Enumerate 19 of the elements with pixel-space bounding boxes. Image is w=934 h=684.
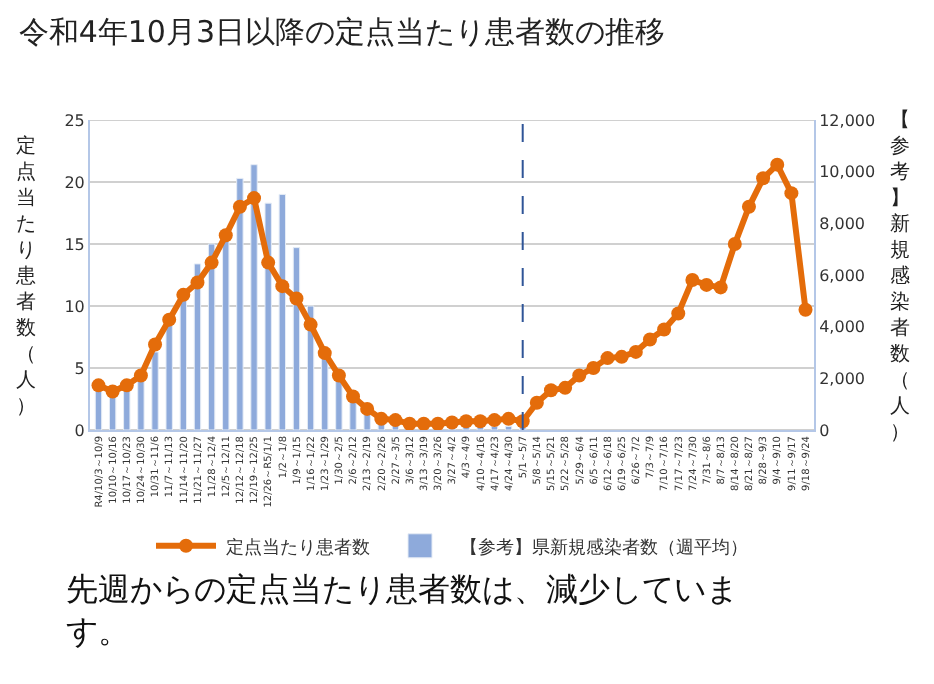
y-tick-label: 25 [64,111,85,130]
text: 先週からの定点当たり患者数は、減少しています。 [66,570,738,650]
chart-title: 令和4年10月3日以降の定点当たり患者数の推移 [18,13,666,50]
y2-tick-label: 8,000 [819,214,866,233]
y2-tick-label: 4,000 [819,318,866,337]
text: 定点当たり患者数（人） [16,136,36,418]
y2-tick-label: 12,000 [819,111,876,130]
y2-tick-label: 6,000 [819,266,866,285]
y-tick-label: 10 [64,297,85,316]
legend-label: 定点当たり患者数 [226,536,370,559]
text: 【参考】新規感染者数（人） [890,110,910,444]
y-tick-label: 20 [64,173,85,192]
y2-tick-label: 0 [819,421,830,440]
y-tick-label: 15 [64,235,85,254]
y-tick-label: 0 [74,421,85,440]
y2-tick-label: 2,000 [819,369,866,388]
legend-label: 【参考】県新規感染者数（週平均） [460,536,748,559]
y2-tick-label: 10,000 [819,163,876,182]
y-tick-label: 5 [74,359,85,378]
